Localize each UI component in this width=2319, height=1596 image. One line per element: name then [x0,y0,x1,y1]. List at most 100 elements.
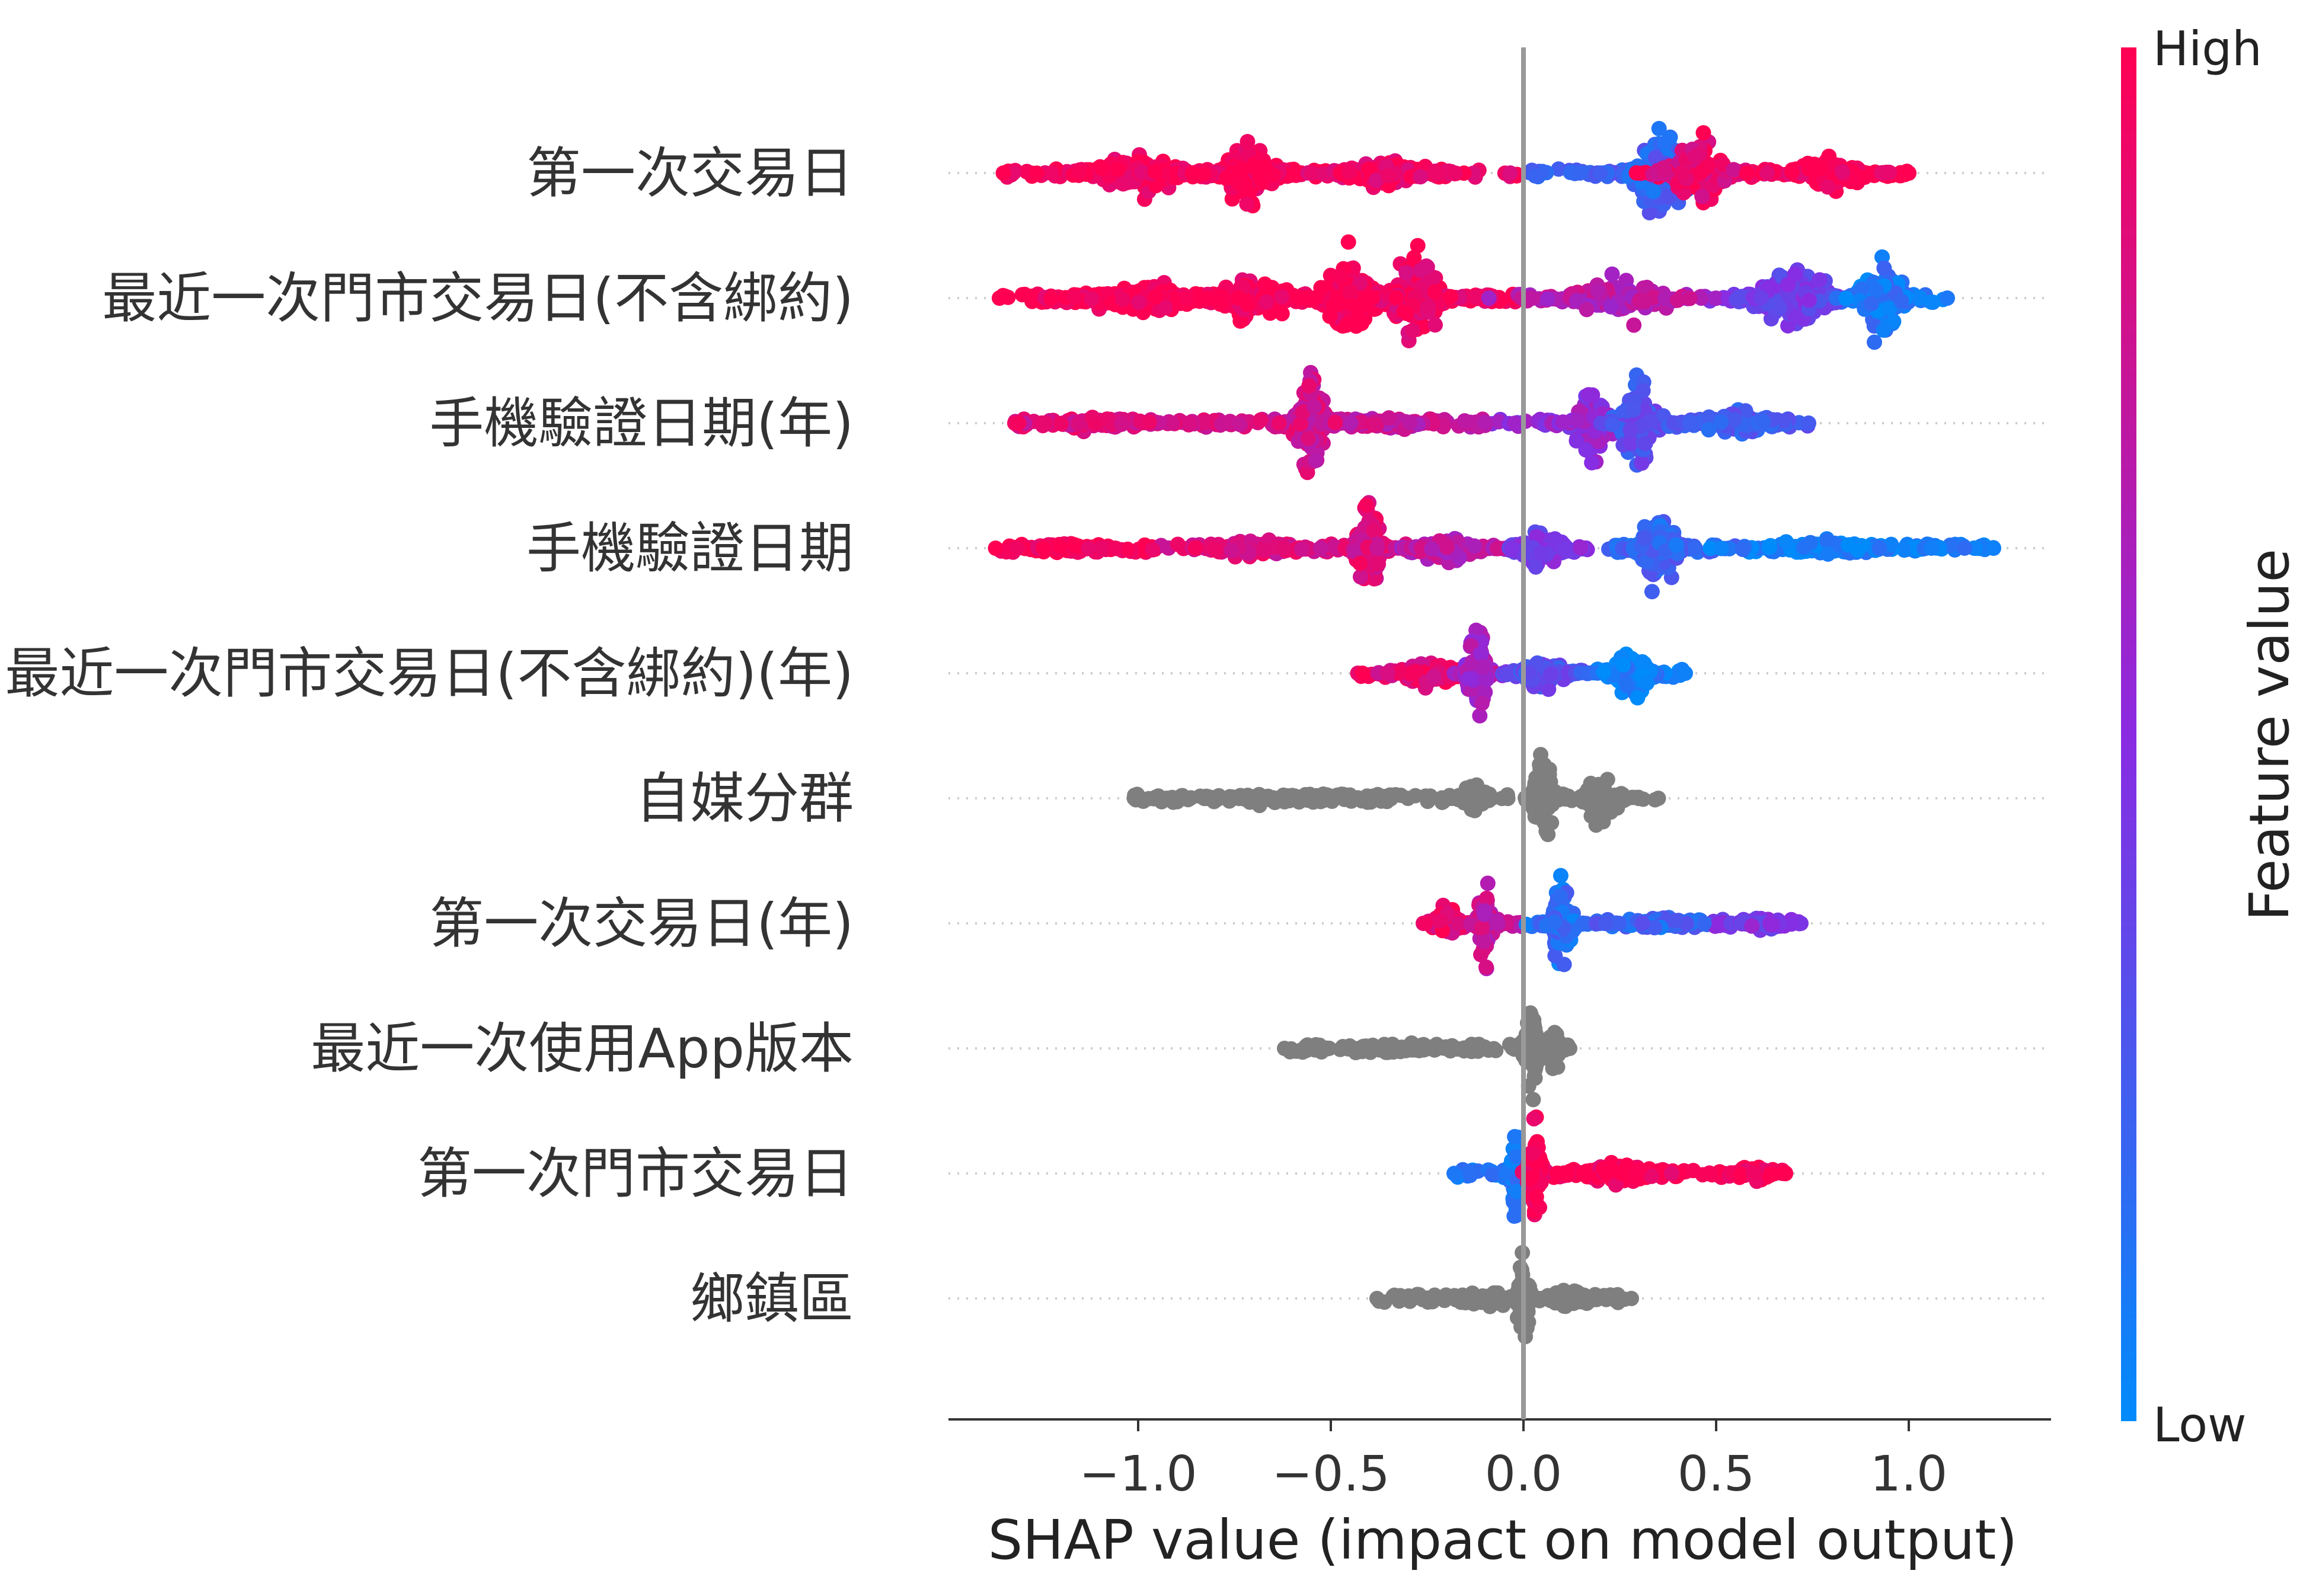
shap-point [1254,175,1270,190]
shap-point [1232,176,1248,192]
shap-point [1240,789,1256,805]
shap-point [1239,196,1255,212]
shap-point [1784,164,1800,180]
shap-point [1569,412,1585,428]
shap-point [1466,798,1482,814]
shap-point [1626,317,1642,333]
shap-point [1107,540,1123,556]
shap-point [1208,542,1223,558]
shap-point [1037,415,1053,431]
shap-point [1398,305,1414,321]
shap-point [1400,791,1416,807]
shap-point [1230,290,1246,306]
shap-point [1148,289,1164,305]
shap-point [1333,268,1349,284]
shap-point [1130,295,1146,311]
shap-point [1475,659,1491,675]
shap-point [1413,169,1429,185]
shap-point [1603,299,1619,315]
shap-point [1067,289,1082,305]
shap-point [1461,671,1477,686]
shap-point [1398,264,1414,280]
feature-swarm [992,234,1955,350]
shap-point [1615,657,1631,673]
shap-point [1232,417,1248,433]
shap-point [1361,161,1377,177]
shap-point [1801,292,1817,308]
shap-point [1366,523,1382,539]
shap-point [1178,290,1194,306]
shap-point [1924,540,1940,556]
row-guide-lines [948,172,2051,1300]
shap-point [1474,695,1490,711]
shap-point [1812,272,1828,288]
shap-point [1802,535,1818,551]
shap-point [1694,164,1710,180]
shap-point [1258,294,1275,310]
shap-point [1573,540,1589,556]
shap-point [1355,666,1371,681]
shap-point [1426,669,1442,685]
shap-point [1876,260,1892,276]
shap-point [1641,204,1657,220]
shap-point [1043,165,1059,181]
shap-point [1254,792,1269,808]
shap-point [1224,543,1240,558]
shap-point [1778,534,1794,550]
shap-point [1682,290,1698,306]
shap-point [1893,293,1909,309]
shap-point [1569,433,1585,449]
shap-point [1882,164,1898,180]
shap-point [1713,540,1729,556]
shap-point [1701,422,1717,438]
shap-point [1596,664,1612,680]
shap-point [1682,414,1698,430]
shap-point [1147,164,1163,180]
shap-point [1301,378,1317,394]
feature-swarm [995,121,1916,220]
shap-point [1876,322,1892,338]
shap-point [1388,290,1404,306]
shap-point [1446,165,1462,181]
shap-point [1352,555,1368,571]
shap-point [1678,666,1693,681]
shap-point [1340,234,1356,250]
shap-point [1467,538,1482,554]
shap-point [1527,808,1543,824]
shap-point [1634,455,1650,471]
shap-point [1502,165,1518,181]
shap-point [1010,540,1026,556]
shap-point [1181,415,1197,431]
shap-point [1871,540,1887,556]
shap-point [1240,134,1256,149]
shap-point [1456,413,1472,429]
shap-point [1126,791,1142,806]
shap-point [1350,312,1366,328]
shap-point [1759,165,1775,181]
shap-point [1187,540,1203,556]
shap-point [1336,791,1352,807]
shap-point [1687,540,1703,556]
shap-point [1274,289,1289,305]
beeswarm-dots [988,121,2001,1345]
shap-point [1110,161,1126,177]
shap-point [1071,416,1086,432]
shap-point [1986,540,2001,556]
shap-point [1674,165,1690,181]
shap-point [1532,761,1548,776]
shap-point [1543,666,1559,682]
shap-point [1555,540,1571,556]
shap-point [1371,556,1387,572]
shap-point [1957,540,1972,556]
shap-point [1820,179,1836,195]
shap-point [1637,293,1653,309]
shap-point [1604,417,1620,433]
shap-point [1801,415,1816,431]
shap-point [1308,290,1324,306]
shap-point [1192,290,1208,306]
shap-point [1343,415,1359,431]
shap-point [1622,422,1638,438]
shap-point [1272,415,1287,431]
shap-point [992,290,1007,306]
